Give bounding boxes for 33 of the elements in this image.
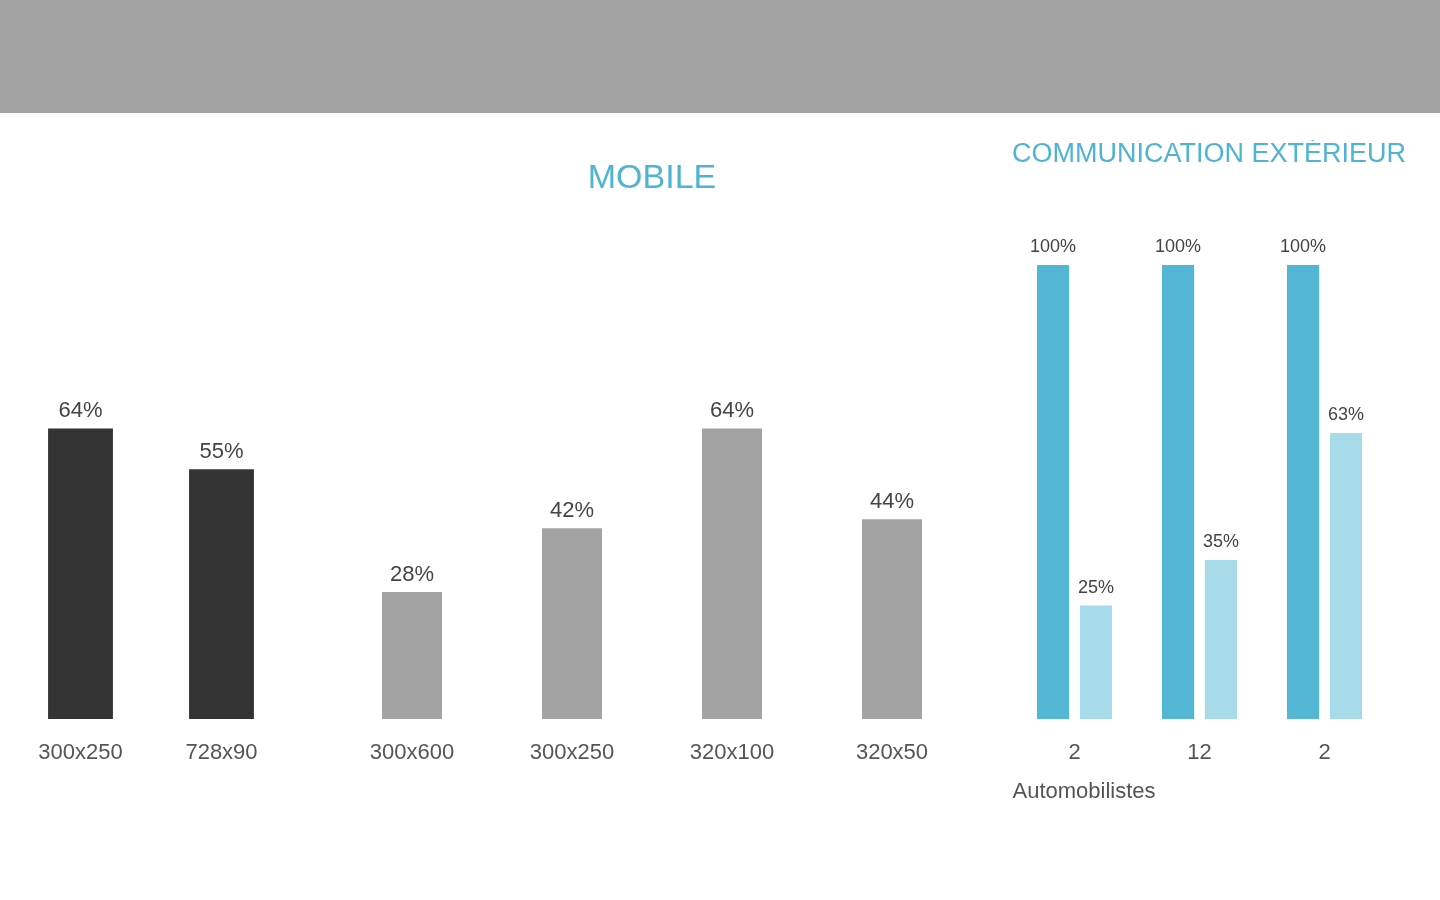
data-label: 64% <box>709 397 755 423</box>
bar <box>1037 265 1070 719</box>
data-label: 63% <box>1327 403 1364 424</box>
x-tick-label: 320x50 <box>855 738 929 764</box>
bar <box>702 428 762 719</box>
data-label: 25% <box>1077 576 1114 597</box>
bar <box>1329 432 1362 719</box>
bar <box>542 528 602 719</box>
data-label: 42% <box>549 497 595 523</box>
data-label: 100% <box>1155 236 1202 256</box>
data-label: 44% <box>869 488 915 514</box>
chart-title: MOBILE <box>587 157 717 195</box>
bar <box>1162 265 1195 719</box>
bar <box>862 519 922 719</box>
data-label: 64% <box>58 397 103 423</box>
bar <box>1204 560 1237 719</box>
x-tick-label: 2 <box>1318 738 1331 764</box>
x-tick-label: 2 <box>1068 738 1081 764</box>
bar <box>1287 265 1320 719</box>
data-label: 100% <box>1280 236 1327 256</box>
bar <box>382 591 442 719</box>
x-tick-label: 728x90 <box>185 738 258 764</box>
data-label: 35% <box>1202 531 1239 552</box>
x-tick-label: 300x600 <box>369 738 455 764</box>
data-label: 100% <box>1030 236 1077 256</box>
x-tick-label: 300x250 <box>529 738 615 764</box>
bar <box>1079 605 1112 719</box>
x-tick-label: 300x250 <box>38 738 123 764</box>
x-tick-label: 12 <box>1187 738 1212 764</box>
data-label: 28% <box>389 560 435 586</box>
x-tick-label: 320x100 <box>689 738 775 764</box>
text: Automobilistes <box>1012 777 1156 803</box>
data-label: 55% <box>199 438 244 464</box>
